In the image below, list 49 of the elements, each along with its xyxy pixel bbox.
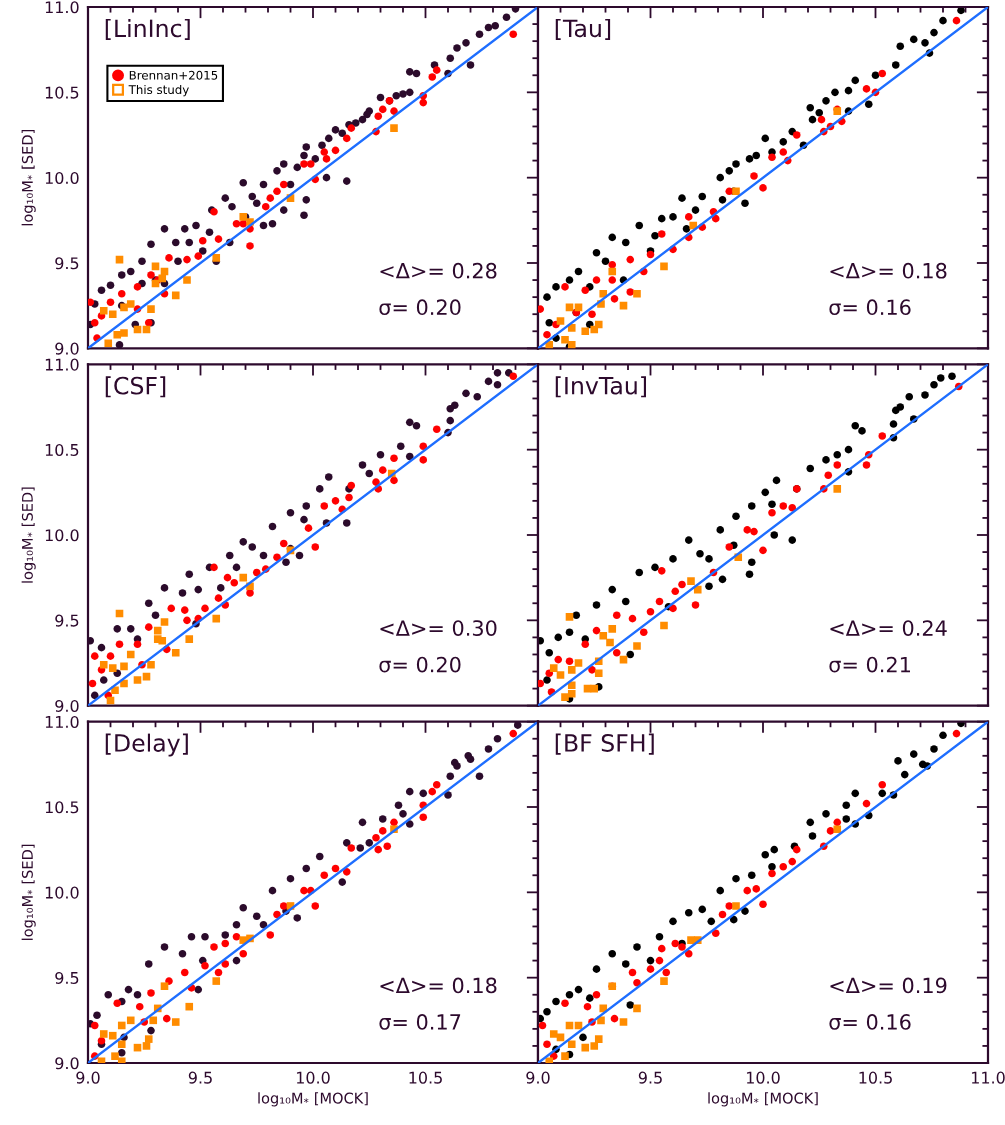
y-tick-label: 10.5 [45, 86, 79, 99]
y-tick-label: 9.0 [55, 1057, 79, 1070]
legend-label: Brennan+2015 [129, 70, 218, 80]
x-tick-label: 9.0 [76, 1071, 100, 1084]
y-tick-label: 9.0 [55, 699, 79, 712]
x-tick-label: 10.5 [859, 1071, 892, 1084]
y-tick-label: 9.5 [55, 257, 79, 270]
annotation: σ= 0.16 [829, 299, 911, 316]
y-tick-label: 10.0 [45, 886, 79, 899]
x-tick-label: 9.5 [188, 1071, 212, 1084]
annotation: σ= 0.21 [829, 656, 910, 673]
y-axis-title: log₁₀M$_{*}$ [SED] [21, 487, 36, 583]
y-tick-label: 10.0 [45, 529, 79, 542]
annotation: <Δ>= 0.24 [830, 620, 947, 636]
annotation: <Δ>= 0.30 [380, 620, 497, 636]
x-tick-label: 10.5 [409, 1071, 442, 1084]
chart-title: [Tau] [555, 18, 611, 40]
chart-title: [InvTau] [555, 376, 647, 398]
y-axis-title: log₁₀M$_{*}$ [SED] [21, 130, 36, 226]
annotation: σ= 0.16 [829, 1014, 911, 1030]
y-tick-label: 10.5 [45, 801, 79, 814]
y-tick-label: 9.5 [55, 971, 79, 984]
annotation: σ= 0.20 [379, 299, 461, 316]
y-tick-label: 10.5 [45, 443, 79, 456]
y-axis-title: log₁₀M$_{*}$ [SED] [21, 844, 36, 940]
x-axis-title: log₁₀M$_{*}$ [MOCK] [708, 1092, 818, 1107]
chart-title: [CSF] [105, 376, 166, 398]
x-tick-label: 11.0 [971, 1071, 1005, 1084]
y-tick-label: 11.0 [45, 1, 79, 14]
x-tick-label: 10.0 [746, 1071, 780, 1084]
x-tick-label: 10.0 [296, 1071, 330, 1084]
chart-title: [BF SFH] [555, 733, 654, 755]
y-tick-label: 9.5 [55, 614, 79, 627]
annotation: <Δ>= 0.18 [830, 262, 947, 279]
annotation: σ= 0.20 [379, 656, 461, 673]
y-tick-label: 11.0 [45, 715, 79, 728]
y-tick-label: 10.0 [45, 171, 79, 184]
legend-label: This study [128, 84, 189, 97]
annotation: <Δ>= 0.28 [380, 262, 497, 279]
y-tick-label: 11.0 [45, 358, 79, 371]
x-axis-title: log₁₀M$_{*}$ [MOCK] [258, 1092, 368, 1107]
annotation: <Δ>= 0.18 [380, 977, 497, 994]
annotation: <Δ>= 0.19 [830, 977, 947, 994]
x-tick-label: 9.0 [526, 1071, 550, 1084]
x-tick-label: 9.5 [638, 1071, 662, 1084]
chart-title: [Delay] [105, 733, 188, 757]
y-tick-label: 9.0 [55, 342, 79, 355]
chart-title: [LinInc] [105, 18, 190, 40]
annotation: σ= 0.17 [379, 1014, 461, 1030]
